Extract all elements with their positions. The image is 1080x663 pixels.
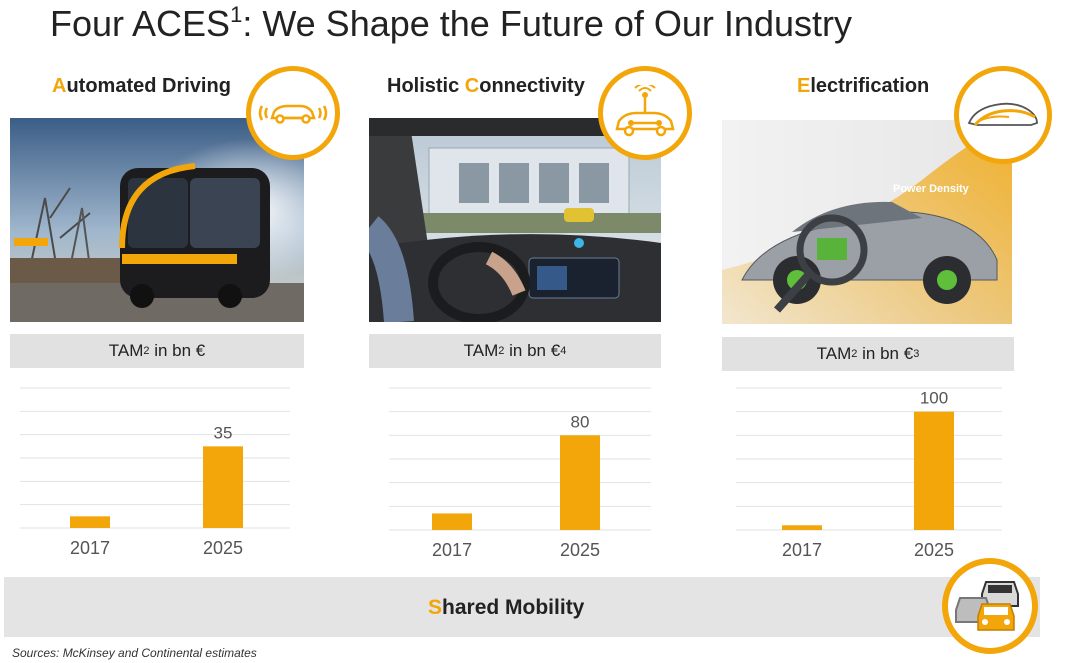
chart-tick-label: 2017 bbox=[70, 538, 110, 558]
photo-connected-cockpit bbox=[369, 118, 661, 322]
chart-tick-label: 2025 bbox=[203, 538, 243, 558]
electric-car-icon bbox=[954, 66, 1052, 164]
autonomous-car-icon bbox=[246, 66, 340, 160]
chart-electrification: 2017 100 2025 bbox=[722, 380, 1014, 570]
connected-car-icon bbox=[598, 66, 692, 160]
shared-cars-icon bbox=[942, 558, 1038, 654]
tam-label-holistic-connectivity: TAM 2 in bn €4 bbox=[369, 334, 661, 368]
chart-tick-label: 2025 bbox=[914, 540, 954, 560]
chart-data-label: 80 bbox=[571, 412, 590, 431]
chart-automated-driving: 2017 35 2025 bbox=[10, 380, 304, 570]
chart-tick-label: 2017 bbox=[782, 540, 822, 560]
tam-label-electrification: TAM 2 in bn €3 bbox=[722, 337, 1014, 371]
photo-electric-car-xray bbox=[722, 120, 1012, 324]
photo-caption-power-density: Power Density bbox=[893, 183, 969, 195]
section-title-automated-driving: Automated Driving bbox=[52, 75, 231, 97]
chart-bar-2025 bbox=[914, 411, 954, 530]
chart-tick-label: 2017 bbox=[432, 540, 472, 560]
photo-automated-shuttle bbox=[10, 118, 304, 322]
chart-bar-2025 bbox=[560, 435, 600, 530]
shared-mobility-band bbox=[4, 577, 1040, 637]
sources-note: Sources: McKinsey and Continental estima… bbox=[12, 646, 257, 660]
chart-data-label: 35 bbox=[214, 423, 233, 442]
chart-data-label: 100 bbox=[920, 389, 948, 408]
page-title: Four ACES1: We Shape the Future of Our I… bbox=[50, 2, 852, 44]
title-superscript: 1 bbox=[230, 2, 243, 27]
section-title-holistic-connectivity: Holistic Connectivity bbox=[387, 75, 585, 97]
chart-holistic-connectivity: 2017 80 2025 bbox=[369, 380, 661, 570]
section-title-shared-mobility: Shared Mobility bbox=[428, 596, 585, 619]
chart-bar-2017 bbox=[432, 513, 472, 530]
chart-bar-2025 bbox=[203, 446, 243, 528]
chart-bar-2017 bbox=[70, 516, 110, 528]
tam-label-automated-driving: TAM 2 in bn € bbox=[10, 334, 304, 368]
section-title-electrification: Electrification bbox=[797, 75, 930, 97]
chart-bar-2017 bbox=[782, 525, 822, 530]
chart-tick-label: 2025 bbox=[560, 540, 600, 560]
